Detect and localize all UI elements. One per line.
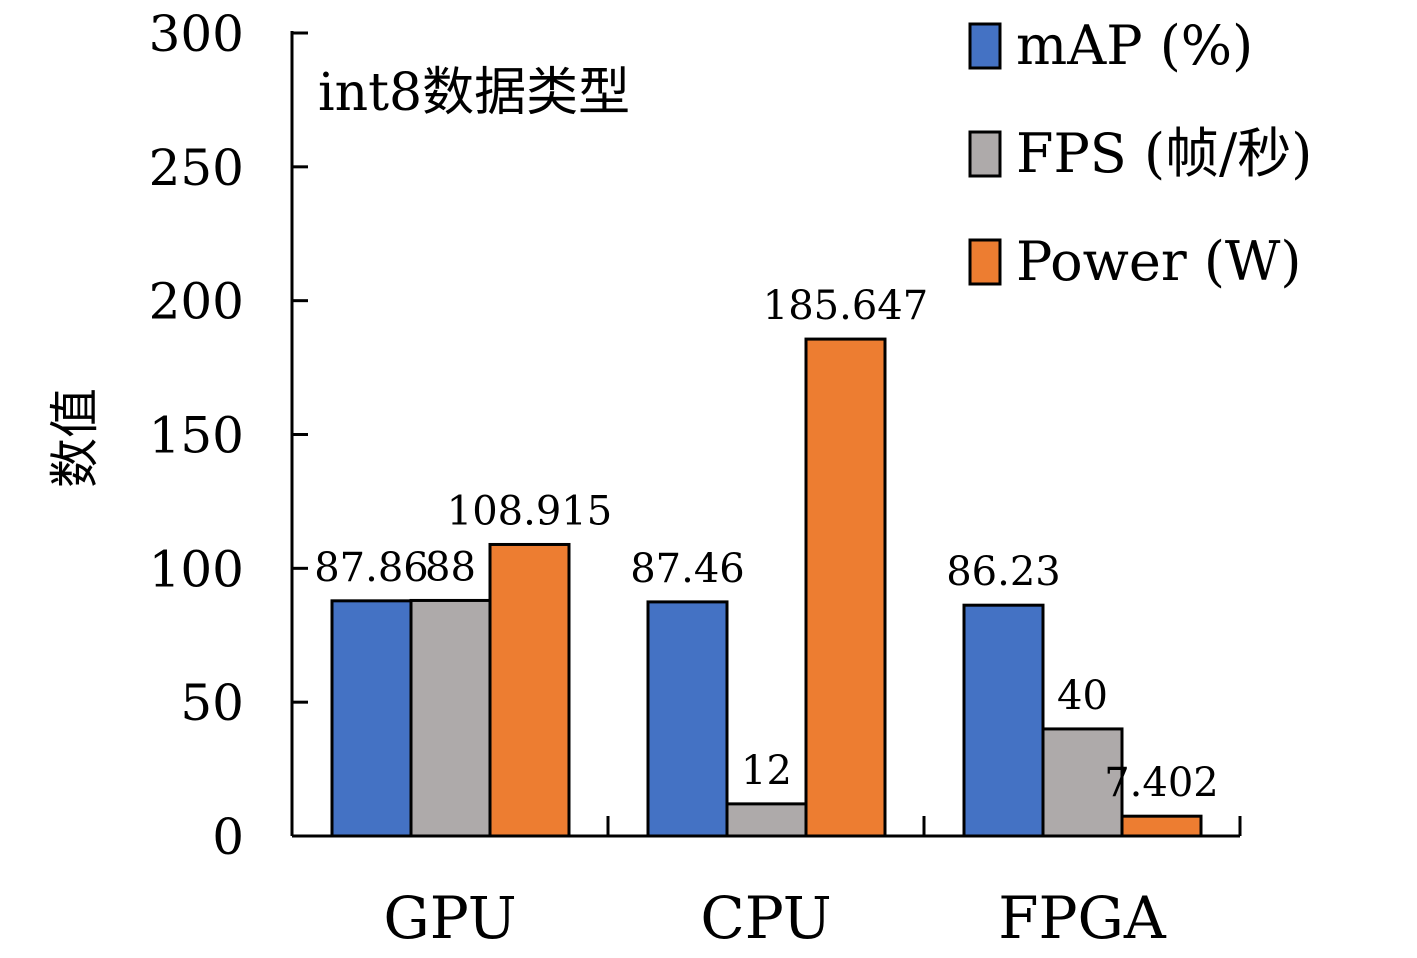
bar-gpu-series-0 [330, 599, 413, 838]
x-tick-label: GPU [383, 884, 516, 952]
legend-label: FPS (帧/秒) [1016, 122, 1312, 185]
data-label: 185.647 [763, 283, 928, 329]
data-label: 12 [741, 748, 792, 794]
bar-cpu-series-2 [804, 337, 887, 838]
y-tick-label: 200 [149, 273, 244, 331]
bar-cpu-series-1 [725, 802, 808, 838]
bar-fpga-series-1 [1041, 727, 1124, 838]
legend-swatch [968, 238, 1002, 286]
legend-label: mAP (%) [1016, 14, 1253, 77]
x-tick-label: CPU [700, 884, 831, 952]
bars-layer [330, 337, 1203, 838]
y-tick-label: 100 [149, 540, 244, 598]
y-tick-label: 300 [149, 5, 244, 63]
data-label: 87.86 [314, 545, 429, 591]
data-label: 87.46 [630, 546, 745, 592]
bar-fpga-series-2 [1120, 814, 1203, 838]
y-tick-label: 150 [149, 407, 244, 465]
data-label: 7.402 [1104, 760, 1219, 806]
data-label: 86.23 [946, 549, 1061, 595]
axes-layer [290, 31, 1242, 838]
bar-fpga-series-0 [962, 603, 1045, 838]
legend-swatch [968, 130, 1002, 178]
bar-gpu-series-1 [409, 598, 492, 838]
y-axis-label: 数值 [46, 388, 104, 488]
x-tick-label: FPGA [998, 884, 1167, 952]
data-label: 40 [1057, 673, 1108, 719]
chart-annotation: int8数据类型 [318, 63, 630, 123]
data-label: 108.915 [447, 488, 612, 534]
legend: mAP (%) FPS (帧/秒) Power (W) [968, 14, 1312, 293]
data-label: 88 [425, 544, 476, 590]
y-tick-label: 0 [212, 808, 244, 866]
bar-cpu-series-0 [646, 600, 729, 838]
bar-gpu-series-2 [488, 542, 571, 838]
legend-label: Power (W) [1016, 230, 1301, 293]
legend-swatch [968, 22, 1002, 70]
y-tick-label: 250 [149, 139, 244, 197]
y-tick-label: 50 [180, 674, 244, 732]
